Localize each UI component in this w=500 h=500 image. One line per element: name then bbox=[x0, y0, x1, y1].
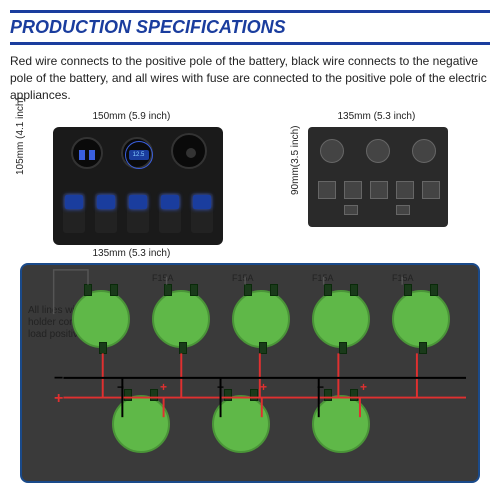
switch-circle-5 bbox=[392, 290, 450, 348]
plus-b3: + bbox=[360, 380, 367, 394]
dim-top: 150mm (5.9 inch) bbox=[93, 111, 171, 122]
minus-b3: − bbox=[317, 380, 324, 394]
back-socket-3 bbox=[412, 139, 436, 163]
minus-b1: − bbox=[117, 380, 124, 394]
back-term-4 bbox=[396, 181, 414, 199]
back-term-7 bbox=[396, 205, 410, 215]
voltmeter-socket: 12.5 bbox=[121, 137, 153, 169]
top-row: 150mm (5.9 inch) 105mm (4.1 inch) 90mm (… bbox=[10, 115, 490, 245]
plus-b2: + bbox=[260, 380, 267, 394]
socket-circle-2 bbox=[212, 395, 270, 453]
page-title: PRODUCTION SPECIFICATIONS bbox=[10, 17, 490, 38]
dim-left: 105mm (4.1 inch) bbox=[15, 98, 26, 176]
rocker-switch-4 bbox=[159, 193, 181, 233]
title-bar: PRODUCTION SPECIFICATIONS bbox=[10, 10, 490, 45]
back-term-2 bbox=[344, 181, 362, 199]
back-socket-1 bbox=[320, 139, 344, 163]
rocker-switch-5 bbox=[191, 193, 213, 233]
description-text: Red wire connects to the positive pole o… bbox=[10, 53, 490, 103]
fuse-label-1: F15A bbox=[152, 273, 174, 283]
plus-b1: + bbox=[160, 380, 167, 394]
voltmeter-display: 12.5 bbox=[129, 150, 149, 160]
minus-main: − bbox=[54, 370, 63, 388]
socket-circle-3 bbox=[312, 395, 370, 453]
back-socket-2 bbox=[366, 139, 390, 163]
fuse-label-4: F15A bbox=[392, 273, 414, 283]
switch-circle-1 bbox=[72, 290, 130, 348]
back-panel-figure: 135mm (5.3 inch) 90mm(3.5 inch) bbox=[308, 115, 468, 245]
fuse-label-2: F15A bbox=[232, 273, 254, 283]
rocker-switch-2 bbox=[95, 193, 117, 233]
back-term-6 bbox=[344, 205, 358, 215]
back-dim-top: 135mm (5.3 inch) bbox=[338, 111, 416, 122]
usb-socket bbox=[71, 137, 103, 169]
front-panel-figure: 150mm (5.9 inch) 105mm (4.1 inch) 90mm (… bbox=[33, 115, 243, 245]
rocker-switch-3 bbox=[127, 193, 149, 233]
back-dim-left: 90mm(3.5 inch) bbox=[290, 126, 301, 195]
back-panel bbox=[308, 127, 448, 227]
minus-b2: − bbox=[217, 380, 224, 394]
rocker-switch-1 bbox=[63, 193, 85, 233]
switch-circle-2 bbox=[152, 290, 210, 348]
back-term-3 bbox=[370, 181, 388, 199]
wiring-diagram: All lines with fuse holder connect load … bbox=[20, 263, 480, 483]
back-term-5 bbox=[422, 181, 440, 199]
back-term-1 bbox=[318, 181, 336, 199]
front-panel: 12.5 bbox=[53, 127, 223, 245]
cigarette-socket bbox=[171, 133, 207, 169]
fuse-label-3: F15A bbox=[312, 273, 334, 283]
switch-circle-3 bbox=[232, 290, 290, 348]
plus-main: + bbox=[54, 390, 63, 408]
switch-circle-4 bbox=[312, 290, 370, 348]
socket-circle-1 bbox=[112, 395, 170, 453]
dim-bottom: 135mm (5.3 inch) bbox=[93, 248, 171, 259]
